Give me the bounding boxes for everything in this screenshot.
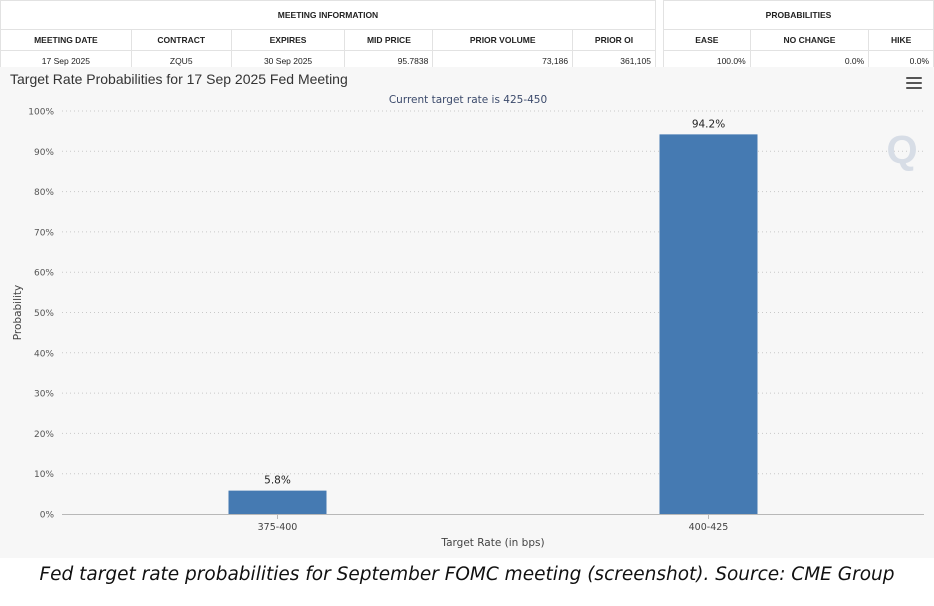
column-header-contract: CONTRACT <box>130 29 232 51</box>
column-header-ease: EASE <box>663 29 751 51</box>
chart-title: Target Rate Probabilities for 17 Sep 202… <box>10 71 348 87</box>
y-tick-label: 70% <box>34 228 54 238</box>
column-header-expires: EXPIRES <box>230 29 346 51</box>
y-tick-label: 40% <box>34 349 54 359</box>
hamburger-menu-icon[interactable] <box>906 77 922 91</box>
y-tick-label: 60% <box>34 269 54 279</box>
y-tick-label: 50% <box>34 309 54 319</box>
column-header-prior-volume: PRIOR VOLUME <box>432 29 574 51</box>
column-header-no-change: NO CHANGE <box>749 29 870 51</box>
x-tick-label: 375-400 <box>258 522 298 533</box>
data-label: 94.2% <box>692 118 725 130</box>
x-tick-label: 400-425 <box>689 522 729 533</box>
probabilities-table: PROBABILITIES EASE NO CHANGE HIKE 100.0%… <box>663 0 934 72</box>
table-row: 100.0% 0.0% 0.0% <box>663 50 934 72</box>
y-tick-label: 0% <box>40 511 55 521</box>
data-label: 5.8% <box>264 475 291 487</box>
meeting-information-header: MEETING INFORMATION <box>0 0 656 30</box>
meeting-information-table: MEETING INFORMATION MEETING DATE CONTRAC… <box>0 0 656 72</box>
chart-subtitle: Current target rate is 425-450 <box>389 94 547 106</box>
column-header-prior-oi: PRIOR OI <box>572 29 656 51</box>
y-tick-label: 90% <box>34 148 54 158</box>
table-row: 17 Sep 2025 ZQU5 30 Sep 2025 95.7838 73,… <box>0 50 656 72</box>
bar-chart: Current target rate is 425-450 0% 10% 20% 30… <box>12 94 924 549</box>
y-tick-label: 20% <box>34 430 54 440</box>
probabilities-header: PROBABILITIES <box>663 0 934 30</box>
bar-375-400[interactable] <box>228 490 327 514</box>
figure-caption: Fed target rate probabilities for Septem… <box>39 564 895 585</box>
x-axis-title: Target Rate (in bps) <box>440 537 544 549</box>
y-tick-label: 100% <box>28 108 54 118</box>
column-header-meeting-date: MEETING DATE <box>0 29 132 51</box>
column-header-hike: HIKE <box>868 29 934 51</box>
y-tick-label: 30% <box>34 390 54 400</box>
column-header-mid-price: MID PRICE <box>344 29 434 51</box>
watermark-q: Q <box>886 128 917 172</box>
bar-400-425[interactable] <box>659 134 758 514</box>
y-tick-label: 80% <box>34 188 54 198</box>
chart-panel: Current target rate is 425-450 0% 10% 20% 30… <box>0 67 934 558</box>
y-axis-title: Probability <box>12 285 24 341</box>
y-tick-label: 10% <box>34 470 54 480</box>
